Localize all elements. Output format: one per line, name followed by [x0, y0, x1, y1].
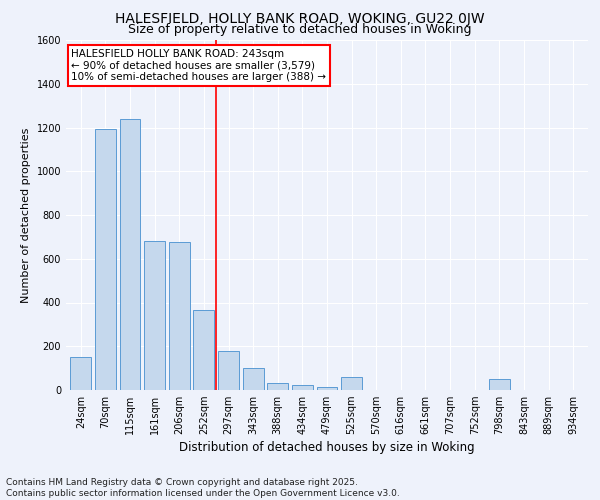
Bar: [119, 118, 140, 390]
X-axis label: Distribution of detached houses by size in Woking: Distribution of detached houses by size …: [179, 442, 475, 454]
Y-axis label: Number of detached properties: Number of detached properties: [21, 128, 31, 302]
Text: Contains HM Land Registry data © Crown copyright and database right 2025.
Contai: Contains HM Land Registry data © Crown c…: [6, 478, 400, 498]
Bar: [169, 242, 190, 390]
Bar: [317, 386, 337, 390]
Bar: [267, 384, 288, 390]
Bar: [95, 128, 116, 390]
Text: Size of property relative to detached houses in Woking: Size of property relative to detached ho…: [128, 22, 472, 36]
Bar: [70, 357, 91, 390]
Bar: [193, 310, 214, 390]
Text: HALESFIELD HOLLY BANK ROAD: 243sqm
← 90% of detached houses are smaller (3,579)
: HALESFIELD HOLLY BANK ROAD: 243sqm ← 90%…: [71, 49, 326, 82]
Bar: [341, 377, 362, 390]
Bar: [489, 379, 510, 390]
Bar: [292, 384, 313, 390]
Bar: [242, 368, 263, 390]
Bar: [144, 242, 165, 390]
Bar: [218, 350, 239, 390]
Text: HALESFIELD, HOLLY BANK ROAD, WOKING, GU22 0JW: HALESFIELD, HOLLY BANK ROAD, WOKING, GU2…: [115, 12, 485, 26]
